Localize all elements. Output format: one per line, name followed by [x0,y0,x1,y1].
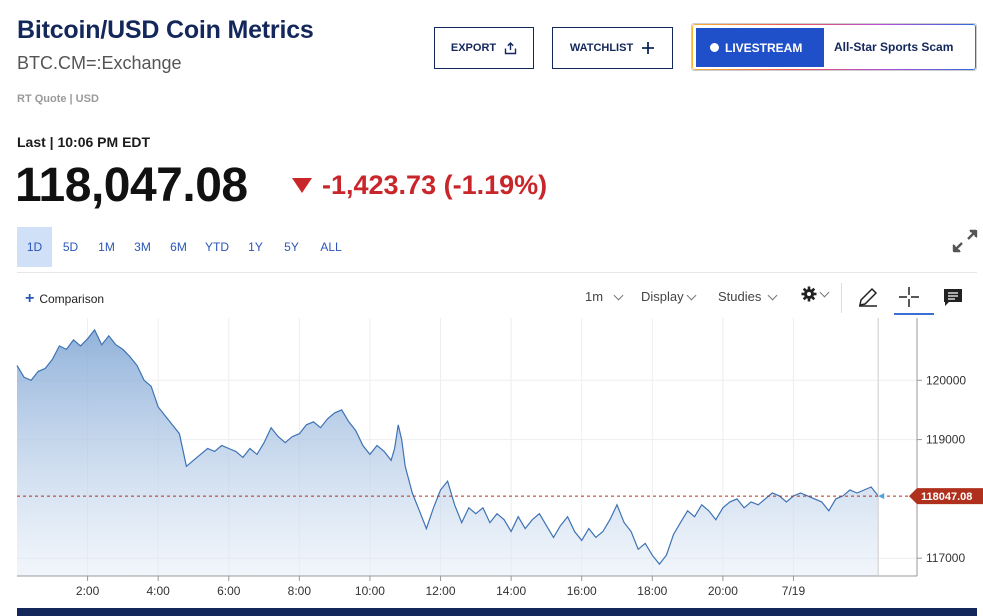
price-line [16,328,879,566]
toolbar-separator [841,283,842,313]
crosshair-icon[interactable] [896,284,922,310]
y-tick-label: 120000 [926,373,966,387]
price-chart[interactable]: 2:00 4:00 6:00 8:00 10:00 12:00 14:00 16:00 18:0… [0,318,983,616]
price-change-value: -1,423.73 (-1.19%) [322,170,548,200]
bottom-bar [17,608,977,616]
expand-icon[interactable] [952,229,978,253]
crosshair-active-indicator [894,313,934,315]
x-tick-label: 7/19 [782,584,806,598]
livestream-title[interactable]: All-Star Sports Scam [834,40,954,54]
range-tab-ytd[interactable]: YTD [205,240,229,254]
gear-icon [801,286,817,302]
symbol-label: BTC.CM=:Exchange [17,53,182,73]
chevron-down-icon [767,290,778,300]
x-tick-label: 14:00 [496,584,526,598]
y-tick-label: 119000 [926,433,965,447]
chevron-down-icon [686,290,697,300]
chart-toolbar: + Comparison 1m Display Studies [0,280,983,316]
x-tick-label: 20:00 [708,584,738,598]
rt-quote-label: RT Quote | USD [17,93,99,105]
x-tick-label: 16:00 [567,584,597,598]
watchlist-button[interactable]: WATCHLIST [552,27,673,69]
comparison-button[interactable]: + Comparison [25,290,104,308]
plus-icon: + [25,290,35,307]
comparison-label: Comparison [39,292,105,306]
price-area [17,329,879,576]
x-tick-label: 8:00 [288,584,312,598]
settings-dropdown[interactable] [801,286,830,302]
x-tick-label: 10:00 [355,584,385,598]
livestream-promo[interactable]: LIVESTREAM All-Star Sports Scam [691,23,977,71]
studies-label: Studies [718,289,762,304]
comment-icon[interactable] [940,284,966,310]
chevron-down-icon [613,290,624,300]
x-tick-label: 2:00 [76,584,100,598]
interval-label: 1m [585,289,604,304]
range-tab-5d[interactable]: 5D [62,240,79,254]
pencil-icon[interactable] [855,284,881,310]
range-tab-5y[interactable]: 5Y [284,240,299,254]
watchlist-label: WATCHLIST [569,42,634,54]
last-value-label: 118047.08 [921,491,972,503]
y-tick-label: 117000 [926,551,965,565]
interval-dropdown[interactable]: 1m [585,289,624,304]
last-value-badge [909,488,983,505]
range-tab-1y[interactable]: 1Y [248,240,263,254]
display-dropdown[interactable]: Display [641,289,697,304]
price-change: -1,423.73 (-1.19%) [292,170,547,201]
last-time-label: Last | 10:06 PM EDT [17,134,151,150]
x-tick-label: 12:00 [426,584,456,598]
share-icon [504,41,517,54]
range-tab-6m[interactable]: 6M [170,240,187,254]
display-label: Display [641,289,684,304]
export-label: EXPORT [450,42,497,54]
divider [17,272,977,273]
livestream-label: LIVESTREAM [725,40,803,55]
range-tab-3m[interactable]: 3M [134,240,151,254]
last-point-marker [878,493,885,500]
x-tick-label: 6:00 [217,584,241,598]
down-triangle-icon [292,178,312,193]
range-selector: 1D 5D 1M 3M 6M YTD 1Y 5Y ALL [17,227,353,267]
range-tab-all[interactable]: ALL [320,240,342,254]
range-tab-1d[interactable]: 1D [17,227,52,267]
x-tick-label: 18:00 [637,584,667,598]
plus-icon [642,42,655,54]
page-title: Bitcoin/USD Coin Metrics [17,16,314,44]
chevron-down-icon [819,287,830,298]
x-tick-label: 4:00 [146,584,170,598]
livestream-button[interactable]: LIVESTREAM [696,28,824,67]
export-button[interactable]: EXPORT [434,27,534,69]
range-tab-1m[interactable]: 1M [98,240,115,254]
studies-dropdown[interactable]: Studies [718,289,778,304]
last-price: 118,047.08 [15,159,248,212]
live-dot-icon [710,43,719,52]
